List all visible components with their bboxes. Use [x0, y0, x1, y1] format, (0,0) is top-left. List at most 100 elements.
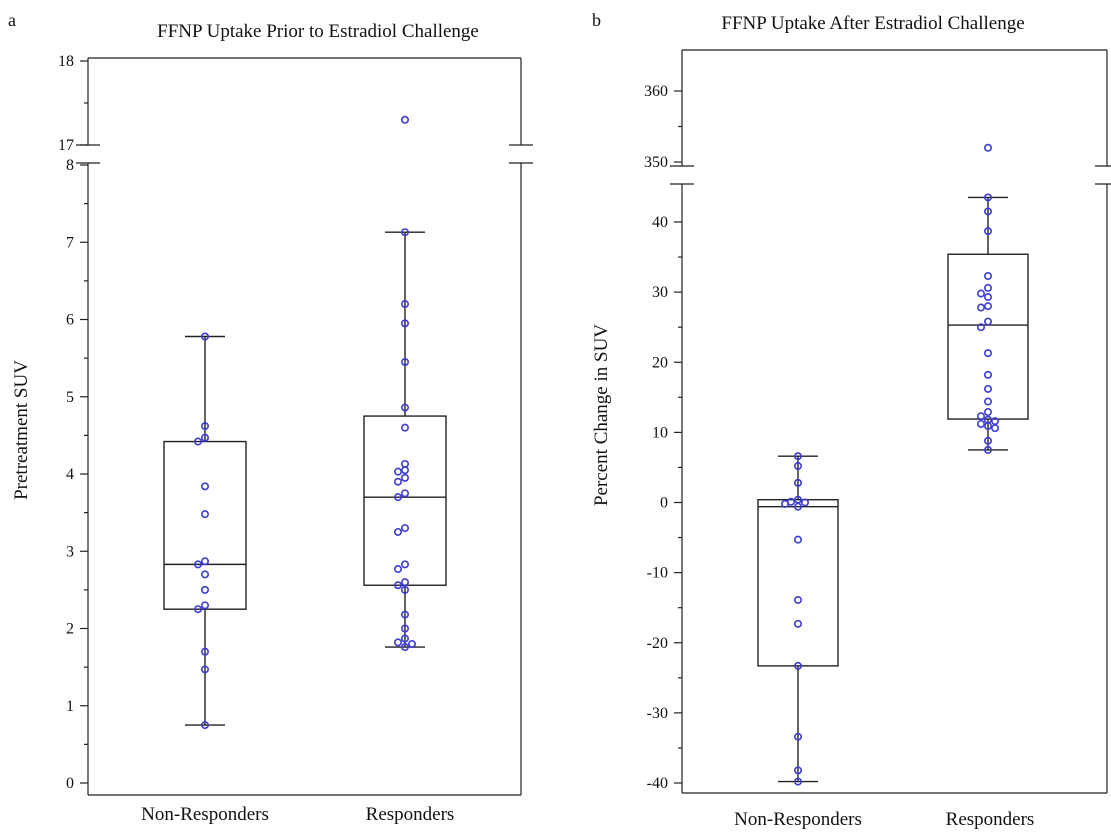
- panel-b-tick-label: -10: [647, 565, 668, 582]
- panel-a-responders-data-point: [400, 610, 409, 619]
- panel-b-non-responders-data-point: [793, 661, 802, 670]
- panel-a-non-responders-data-point: [194, 560, 203, 569]
- panel-a-responders-data-point: [400, 228, 409, 237]
- panel-b-responders-data-point: [983, 271, 992, 280]
- panel-b-tick-label: 360: [644, 83, 668, 100]
- panel-b-points: [780, 143, 999, 786]
- panel-b-non-responders-data-point: [793, 502, 802, 511]
- panel-b-responders-data-point: [983, 408, 992, 417]
- panel-b-responders-data-point: [983, 227, 992, 236]
- panel-b-responders-data-point: [983, 193, 992, 202]
- panel-b-tick-label: 350: [644, 154, 668, 171]
- panel-a-tick-label: 3: [66, 543, 74, 560]
- panel-b-non-responders-data-point: [780, 499, 789, 508]
- panel-b-non-responders-data-point: [793, 732, 802, 741]
- panel-a-non-responders-data-point: [201, 510, 210, 519]
- panel-b-responders-data-point: [983, 436, 992, 445]
- panel-a-responders-data-point: [400, 585, 409, 594]
- panel-b-responders-data-point: [983, 302, 992, 311]
- panel-a-non-responders-data-point: [201, 601, 210, 610]
- panel-a-non-responders-data-point: [201, 433, 210, 442]
- panel-a-non-responders-data-point: [201, 570, 210, 579]
- panel-a-y-ticks: 0 1 2 3 4 5 6 7 8 17 18: [58, 53, 88, 792]
- panel-a-category-responders: Responders: [366, 804, 455, 825]
- panel-a-tick-label: 2: [66, 621, 74, 638]
- panel-b-non-responders-data-point: [793, 595, 802, 604]
- panel-a-tick-label: 17: [58, 137, 74, 154]
- panel-b-tick-label: -20: [647, 635, 668, 652]
- panel-a-tick-label: 7: [66, 234, 74, 251]
- panel-b-responders-data-point: [976, 303, 985, 312]
- panel-a-non-responders-data-point: [201, 482, 210, 491]
- panel-b-category-responders: Responders: [946, 809, 1035, 830]
- panel-a-non-responders-data-point: [201, 665, 210, 674]
- panel-b-tick-label: -30: [647, 705, 668, 722]
- panel-b-tick-label: 0: [660, 495, 668, 512]
- panel-a-non-responders-data-point: [201, 647, 210, 656]
- panel-b-tick-label: 30: [652, 284, 668, 301]
- panel-b-responders-data-point: [983, 397, 992, 406]
- panel-b-responders-data-point: [983, 143, 992, 152]
- panel-b-non-responders-data-point: [793, 462, 802, 471]
- panel-a-responders-data-point: [400, 300, 409, 309]
- panel-b-tick-label: -40: [647, 775, 668, 792]
- panel-b-responders-data-point: [983, 283, 992, 292]
- panel-b-responders-data-point: [983, 370, 992, 379]
- panel-a-non-responders-data-point: [201, 332, 210, 341]
- panel-a-responders-data-point: [400, 489, 409, 498]
- panel-a-responders-data-point: [400, 319, 409, 328]
- panel-a-responders-data-point: [400, 634, 409, 643]
- panel-b: b FFNP Uptake After Estradiol Challenge …: [591, 10, 1111, 830]
- panel-a-responders-data-point: [400, 643, 409, 652]
- panel-a-responders-data-point: [400, 423, 409, 432]
- panel-a-responders-data-point: [393, 477, 402, 486]
- panel-a-responders-box: [363, 415, 447, 586]
- panel-a-responders-data-point: [400, 115, 409, 124]
- panel-a-non-responders-data-point: [201, 585, 210, 594]
- panel-a-non-responders-data-point: [194, 605, 203, 614]
- panel-b-non-responders-data-point: [793, 478, 802, 487]
- panel-a-responders-data-point: [400, 466, 409, 475]
- panel-b-non-responders-data-point: [793, 535, 802, 544]
- panel-a-responders-data-point: [400, 473, 409, 482]
- panel-a-non-responders-box: [163, 440, 247, 610]
- panel-a-responders-data-point: [400, 560, 409, 569]
- panel-b-responders-data-point: [983, 317, 992, 326]
- panel-a-y-axis-label: Pretreatment SUV: [11, 360, 32, 500]
- panel-a-title: FFNP Uptake Prior to Estradiol Challenge: [157, 21, 479, 42]
- panel-b-responders-data-point: [983, 293, 992, 302]
- panel-b-tick-label: 20: [652, 354, 668, 371]
- panel-a-responders-data-point: [393, 638, 402, 647]
- panel-b-label: b: [592, 10, 601, 30]
- panel-a-tick-label: 5: [66, 389, 74, 406]
- panel-a-boxes: [163, 231, 447, 726]
- panel-a-tick-label: 1: [66, 698, 74, 715]
- panel-a-responders-data-point: [400, 524, 409, 533]
- panel-b-plot-frame: [670, 49, 1111, 794]
- panel-b-title: FFNP Uptake After Estradiol Challenge: [721, 13, 1024, 34]
- panel-a-non-responders-data-point: [201, 422, 210, 431]
- panel-b-responders-data-point: [976, 419, 985, 428]
- panel-b-responders-data-point: [990, 424, 999, 433]
- panel-b-tick-label: 40: [652, 214, 668, 231]
- panel-b-tick-label: 10: [652, 424, 668, 441]
- panel-b-non-responders-data-point: [800, 498, 809, 507]
- panel-a-responders-data-point: [400, 578, 409, 587]
- panel-b-responders-data-point: [983, 422, 992, 431]
- panel-a-tick-label: 6: [66, 312, 74, 329]
- panel-b-responders-data-point: [983, 384, 992, 393]
- panel-b-y-ticks: -40 -30 -20 -10 0 10 20 30 40 350 360: [644, 83, 682, 792]
- panel-a-category-non-responders: Non-Responders: [141, 804, 269, 825]
- panel-a-responders-data-point: [400, 624, 409, 633]
- panel-a: a FFNP Uptake Prior to Estradiol Challen…: [8, 10, 533, 825]
- panel-a-responders-data-point: [393, 527, 402, 536]
- panel-a-non-responders-data-point: [201, 557, 210, 566]
- panel-a-responders-data-point: [393, 581, 402, 590]
- panel-a-responders-data-point: [400, 357, 409, 366]
- panel-a-non-responders-data-point: [194, 437, 203, 446]
- panel-a-tick-label: 0: [66, 775, 74, 792]
- panel-b-responders-data-point: [983, 207, 992, 216]
- panel-a-tick-label: 18: [58, 53, 74, 70]
- panel-a-responders-data-point: [407, 639, 416, 648]
